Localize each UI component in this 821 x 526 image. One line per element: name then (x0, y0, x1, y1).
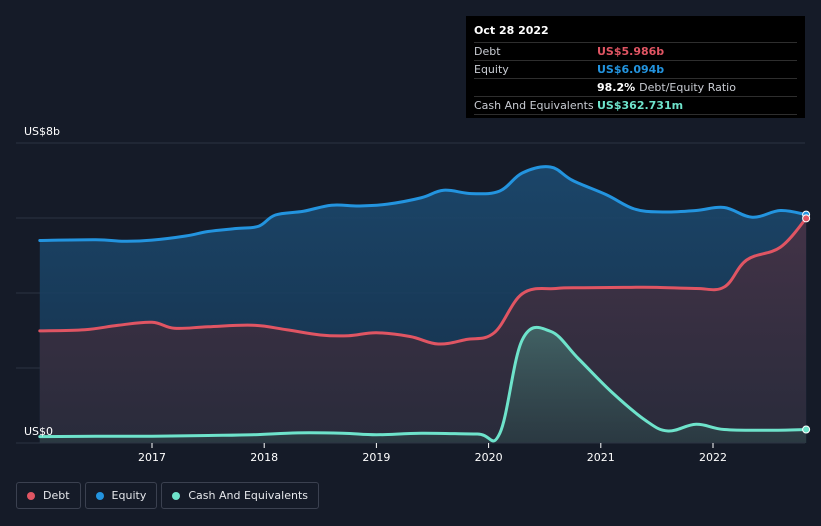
tooltip-ratio-label: Debt/Equity Ratio (639, 81, 736, 94)
cash-line (38, 325, 808, 443)
end-markers (802, 210, 811, 434)
y-axis-top-label: US$8b (24, 125, 61, 138)
tooltip-equity-value: US$6.094b (597, 63, 665, 76)
cash-area (39, 327, 807, 443)
tooltip-row-cash: Cash And Equivalents US$362.731m (474, 96, 797, 115)
tooltip-panel: Oct 28 2022 Debt US$5.986b Equity US$6.0… (466, 16, 805, 118)
x-tick-label: 2019 (362, 451, 390, 464)
legend-debt-label: Debt (43, 489, 70, 502)
tooltip-cash-label: Cash And Equivalents (474, 99, 594, 112)
debt-dot-icon (27, 491, 35, 500)
debt-end-marker (802, 214, 811, 223)
cash-end-marker (802, 425, 811, 434)
y-axis-bottom-label: US$0 (24, 425, 54, 438)
cash-dot-icon (172, 491, 181, 500)
tooltip-equity-label: Equity (474, 63, 509, 76)
legend: Debt Equity Cash And Equivalents (16, 482, 319, 509)
x-axis-ticks: 2017 2018 2019 2020 2021 2022 (16, 442, 805, 464)
legend-item-debt[interactable]: Debt (16, 482, 81, 509)
legend-item-cash[interactable]: Cash And Equivalents (161, 482, 319, 509)
debt-area (39, 218, 807, 443)
series-areas (39, 166, 807, 443)
equity-line (38, 165, 808, 243)
equity-dot-icon (95, 491, 104, 500)
legend-cash-label: Cash And Equivalents (188, 489, 308, 502)
tooltip-cash-value: US$362.731m (597, 99, 684, 112)
x-tick-label: 2017 (138, 451, 166, 464)
tooltip-row-equity: Equity US$6.094b (474, 60, 797, 78)
tooltip-date: Oct 28 2022 (474, 24, 549, 37)
x-tick-label: 2018 (250, 451, 278, 464)
tooltip-row-debt: Debt US$5.986b (474, 42, 797, 60)
tooltip-debt-value: US$5.986b (597, 45, 665, 58)
x-tick-label: 2022 (699, 451, 727, 464)
tooltip-row-ratio: 98.2% Debt/Equity Ratio (474, 78, 797, 96)
series-lines (38, 165, 808, 443)
x-tick-label: 2021 (587, 451, 615, 464)
tooltip-ratio-value: 98.2% (597, 81, 636, 94)
legend-equity-label: Equity (111, 489, 147, 502)
legend-item-equity[interactable]: Equity (84, 482, 158, 509)
debt-line (38, 216, 808, 346)
x-tick-label: 2020 (475, 451, 503, 464)
tooltip-debt-label: Debt (474, 45, 501, 58)
